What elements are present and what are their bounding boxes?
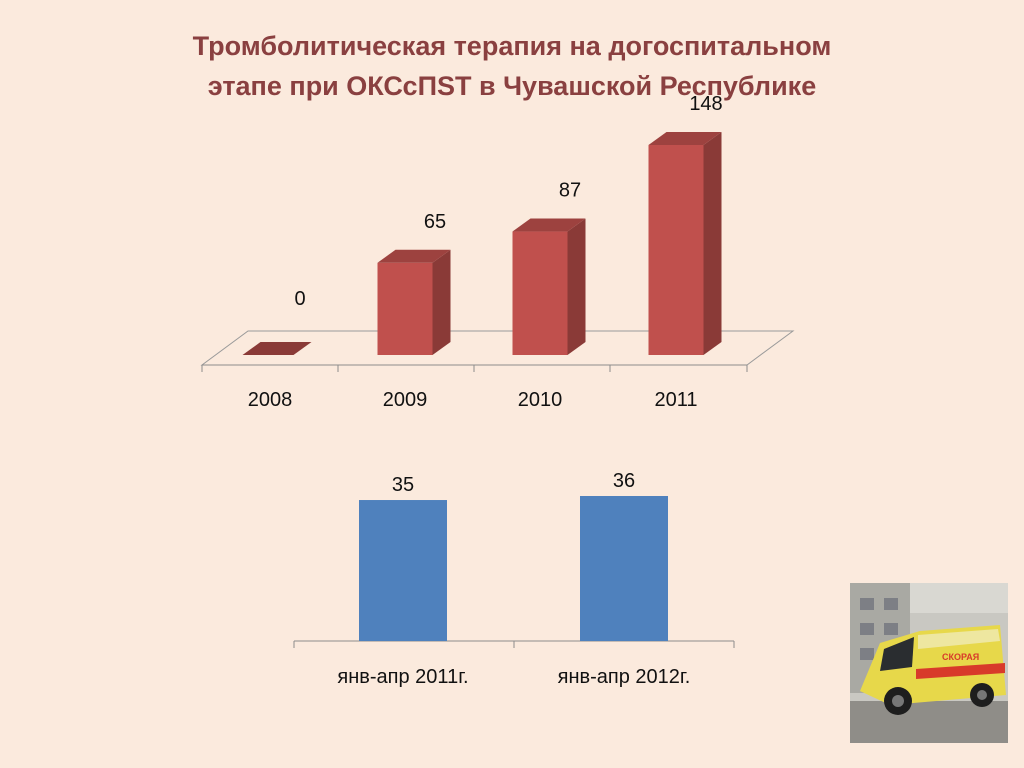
x-tick-label-2: янв-апр 2012г. (558, 666, 691, 688)
x-tick-label-2009: 2009 (383, 389, 428, 411)
title-line-1: Тромболитическая терапия на догоспитальн… (192, 31, 832, 61)
ambulance-image: СКОРАЯ (850, 583, 1008, 743)
bar-2 (580, 496, 668, 641)
bar-2008 (242, 342, 312, 355)
ambulance-label: СКОРАЯ (942, 652, 979, 662)
x-tick-label-2008: 2008 (248, 389, 293, 411)
title-line-2: этапе при ОКСсПST в Чувашской Республике (207, 71, 817, 101)
ambulance-photo: СКОРАЯ (850, 583, 1008, 743)
x-tick-label-2010: 2010 (518, 389, 563, 411)
slide-title: Тромболитическая терапия на догоспитальн… (0, 26, 1024, 106)
data-label-2: 36 (613, 470, 635, 492)
bar-2009 (377, 249, 451, 355)
data-label-2011: 148 (689, 93, 722, 115)
data-label-1: 35 (392, 474, 414, 496)
x-tick-label-2011: 2011 (654, 389, 697, 411)
data-label-2009: 65 (424, 211, 446, 233)
data-label-2010: 87 (559, 180, 581, 202)
bar-2010 (512, 218, 586, 355)
bar-2011 (648, 132, 722, 355)
data-label-2008: 0 (294, 288, 305, 310)
x-tick-label-1: янв-апр 2011г. (337, 666, 468, 688)
bar-1 (359, 500, 447, 641)
